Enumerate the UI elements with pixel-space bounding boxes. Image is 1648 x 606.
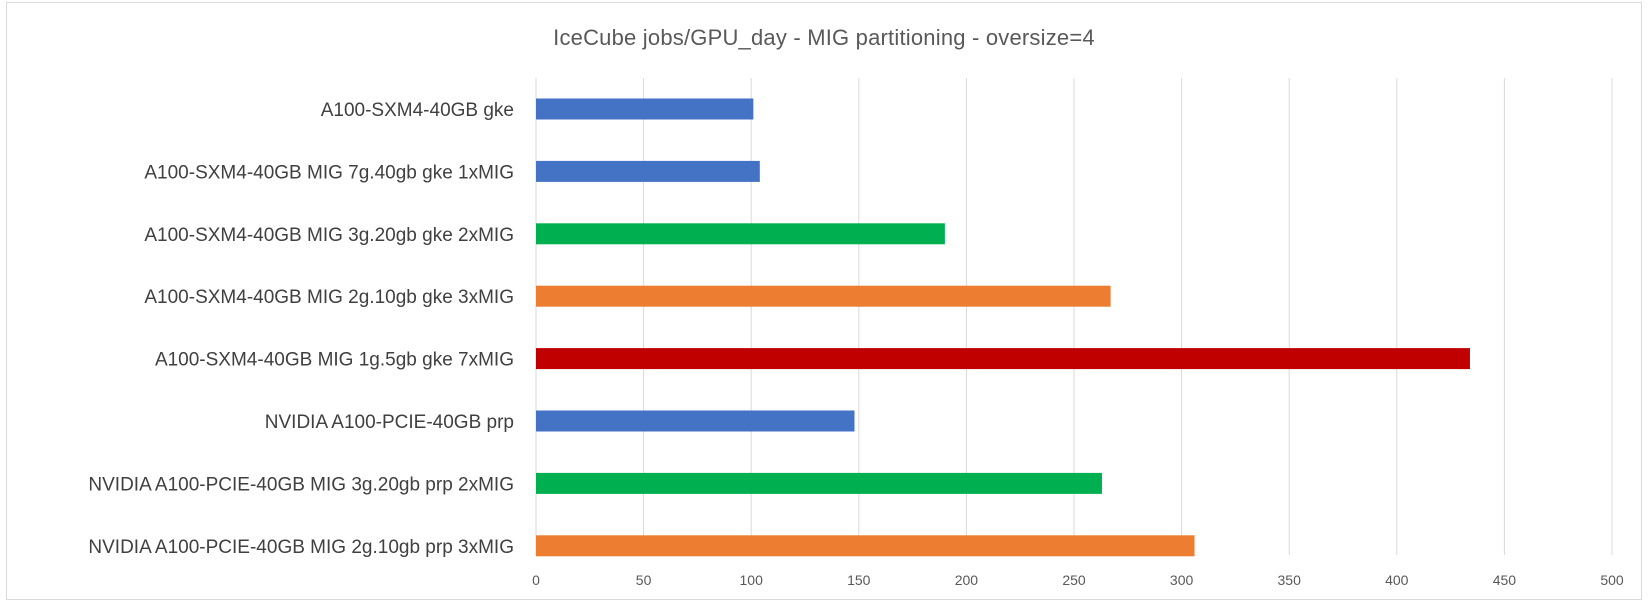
x-tick-label: 300: [1170, 572, 1194, 588]
x-tick-label: 250: [1062, 572, 1086, 588]
x-tick-label: 350: [1278, 572, 1302, 588]
category-label: A100-SXM4-40GB MIG 2g.10gb gke 3xMIG: [144, 287, 514, 308]
category-label: NVIDIA A100-PCIE-40GB MIG 2g.10gb prp 3x…: [88, 537, 514, 558]
x-tick-label: 400: [1385, 572, 1409, 588]
bar: [536, 285, 1111, 307]
category-label: A100-SXM4-40GB MIG 7g.40gb gke 1xMIG: [144, 162, 514, 183]
x-tick-label: 0: [532, 572, 540, 588]
category-label: A100-SXM4-40GB MIG 3g.20gb gke 2xMIG: [144, 225, 514, 246]
bar: [536, 410, 855, 432]
bar: [536, 160, 760, 182]
bar: [536, 472, 1102, 494]
category-label: NVIDIA A100-PCIE-40GB MIG 3g.20gb prp 2x…: [88, 474, 514, 495]
x-tick-label: 500: [1600, 572, 1624, 588]
x-tick-label: 100: [740, 572, 764, 588]
category-label: NVIDIA A100-PCIE-40GB prp: [265, 412, 514, 433]
x-tick-label: 50: [636, 572, 652, 588]
bar: [536, 348, 1470, 370]
chart-title: IceCube jobs/GPU_day - MIG partitioning …: [553, 25, 1095, 50]
category-label: A100-SXM4-40GB gke: [321, 100, 514, 121]
category-label: A100-SXM4-40GB MIG 1g.5gb gke 7xMIG: [155, 350, 514, 371]
bar: [536, 535, 1195, 557]
bar: [536, 223, 945, 245]
x-tick-label: 200: [955, 572, 979, 588]
bar: [536, 98, 754, 120]
x-tick-label: 150: [847, 572, 871, 588]
x-tick-label: 450: [1493, 572, 1517, 588]
